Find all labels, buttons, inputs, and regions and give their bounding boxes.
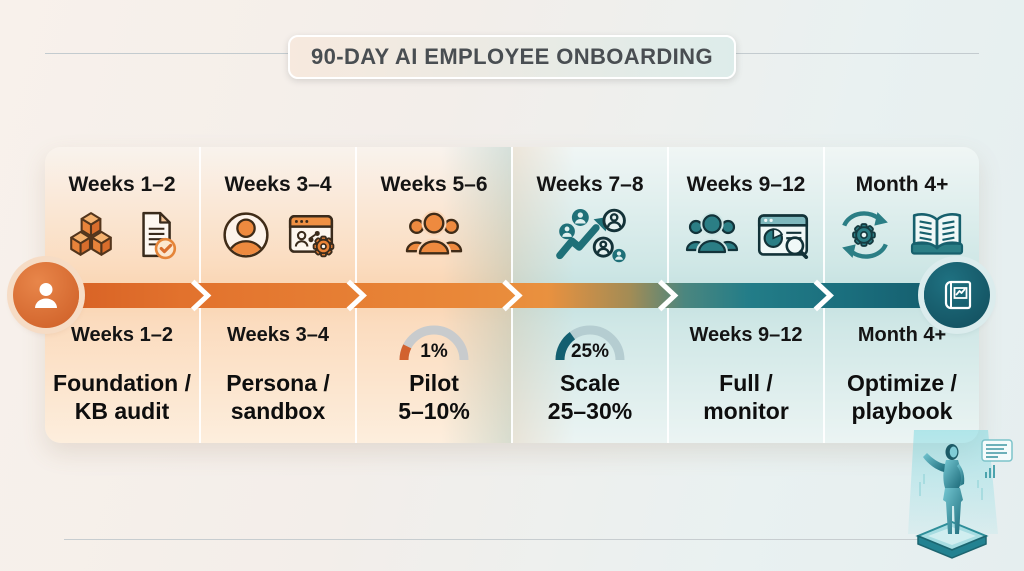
phase-top-label: Month 4+	[855, 173, 949, 196]
phase-icons	[513, 206, 667, 264]
teal-team-icon	[685, 212, 738, 255]
phase-icons	[357, 206, 511, 264]
pilot-gauge: 1%	[394, 318, 474, 364]
scale-gauge: 25%	[550, 318, 630, 364]
phase-name: Optimize / playbook	[847, 370, 957, 424]
page-title: 90-DAY AI EMPLOYEE ONBOARDING	[288, 35, 736, 79]
gauge-value: 1%	[420, 341, 448, 362]
phase-name: Foundation / KB audit	[53, 370, 191, 424]
sync-gear-icon	[841, 211, 888, 259]
phase-week-label: Weeks 3–4	[227, 324, 329, 346]
phase-top-label: Weeks 7–8	[536, 173, 644, 196]
analytics-window-search-icon	[757, 214, 808, 259]
phase-top-label: Weeks 5–6	[380, 173, 488, 196]
phase-top-label: Weeks 3–4	[224, 173, 332, 196]
phase-week-label: Weeks 1–2	[71, 324, 173, 346]
phase-week-label: Month 4+	[857, 324, 947, 346]
playbook-chart-icon	[944, 280, 972, 310]
document-check-icon	[141, 211, 176, 260]
phase-icons	[45, 206, 199, 264]
phase-top-label: Weeks 9–12	[686, 173, 806, 196]
bottom-divider-line	[64, 539, 960, 540]
phase-icons	[669, 206, 823, 264]
gauge-fill	[555, 325, 625, 361]
person-icon	[35, 283, 57, 308]
team-icon	[405, 210, 463, 257]
timeline-start-node	[13, 262, 79, 328]
phase-week-label: Weeks 9–12	[689, 324, 803, 346]
phase-icons	[201, 206, 355, 264]
phase-name: Pilot 5–10%	[398, 370, 470, 424]
gauge-value: 25%	[570, 341, 610, 362]
gauge-fill	[399, 325, 469, 361]
timeline-bar	[46, 279, 958, 312]
phase-name: Full / monitor	[703, 370, 789, 424]
avatar-icon	[222, 212, 269, 258]
phase-name: Persona / sandbox	[226, 370, 330, 424]
growth-users-icon	[556, 208, 626, 263]
cubes-icon	[69, 212, 112, 256]
phase-icons	[825, 206, 979, 264]
phase-column-month-4: Month 4+	[823, 147, 979, 443]
phase-name: Scale 25–30%	[547, 370, 633, 424]
open-book-icon	[910, 213, 963, 255]
chevron-separators	[190, 279, 834, 312]
timeline-end-node	[924, 262, 990, 328]
ai-hologram-illustration	[908, 430, 1013, 559]
sandbox-window-gear-icon	[288, 214, 334, 258]
phase-top-label: Weeks 1–2	[68, 173, 176, 196]
